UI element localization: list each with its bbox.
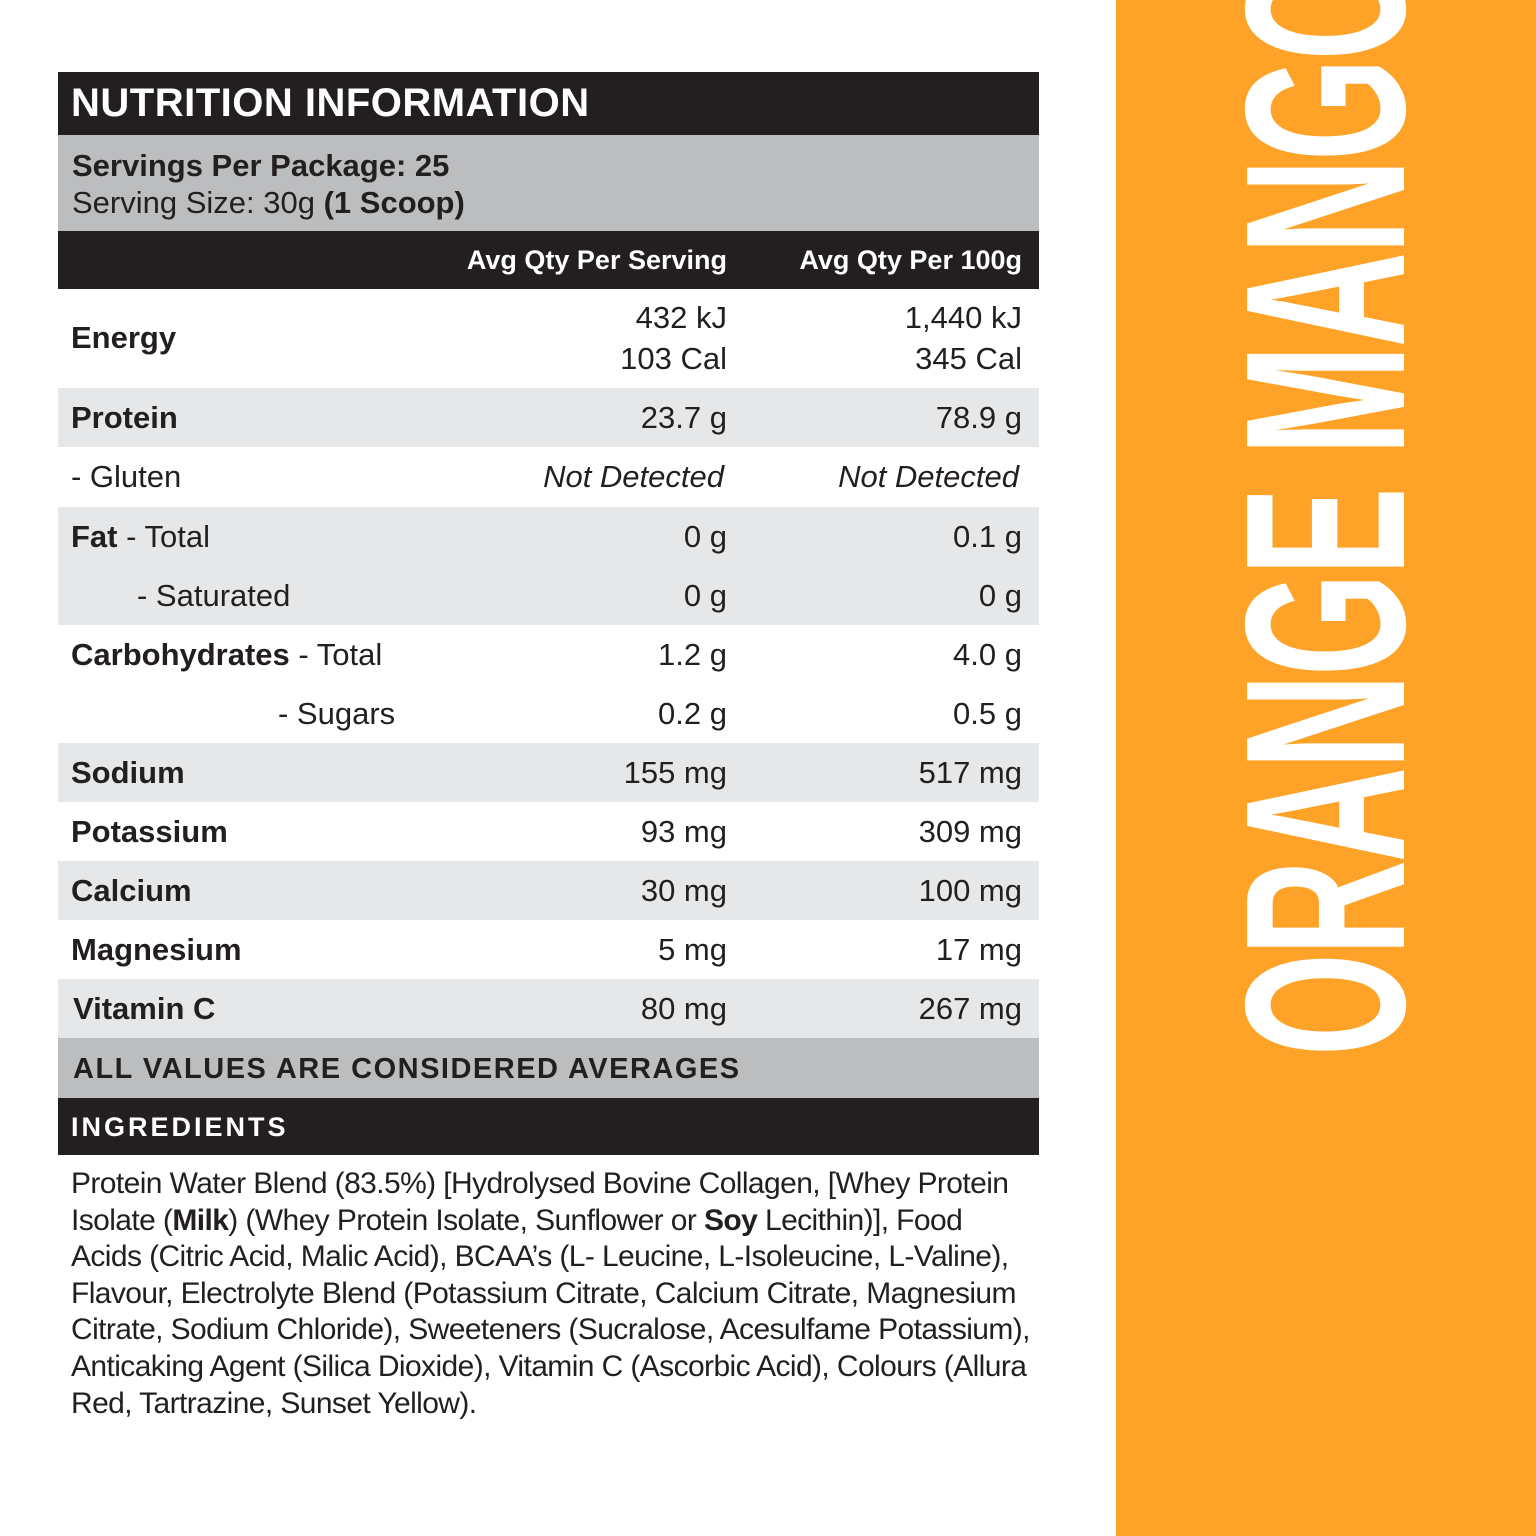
- per-100g-value: 309 mg: [918, 814, 1022, 849]
- per-serving-value: 23.7 g: [640, 400, 727, 435]
- carbs-suffix: - Total: [289, 637, 383, 672]
- nutrient-row-energy: Energy 432 kJ 103 Cal 1,440 kJ 345 Cal: [58, 289, 1039, 388]
- nutrient-label: Protein: [71, 400, 178, 435]
- column-header: Avg Qty Per Serving Avg Qty Per 100g: [58, 231, 1039, 289]
- per-serving-value: 0.2 g: [658, 696, 727, 731]
- per-serving-value: 0 g: [683, 578, 727, 613]
- nutrient-label: Calcium: [71, 873, 192, 908]
- per-100g-value: 1,440 kJ: [904, 300, 1022, 335]
- per-serving-value: 30 mg: [640, 873, 727, 908]
- ingredients-part: ) (Whey Protein Isolate, Sunflower or: [228, 1203, 705, 1237]
- ingredients-text: Protein Water Blend (83.5%) [Hydrolysed …: [71, 1166, 1031, 1422]
- serving-size: Serving Size: 30g (1 Scoop): [72, 184, 1025, 221]
- servings-per-package: Servings Per Package: 25: [72, 148, 450, 183]
- per-serving-value: 93 mg: [640, 814, 727, 849]
- col-per-100g: Avg Qty Per 100g: [799, 245, 1022, 275]
- per-serving-value: 5 mg: [658, 932, 727, 967]
- allergen-milk: Milk: [172, 1203, 229, 1237]
- nutrient-sublabel: - Saturated: [137, 578, 291, 613]
- nutrient-sublabel: - Sugars: [278, 696, 396, 731]
- per-serving-value: 432 kJ: [635, 300, 727, 335]
- nutrient-row-carbohydrates: Carbohydrates - Total 1.2 g 4.0 g - Suga…: [58, 625, 1039, 743]
- per-serving-value: 155 mg: [623, 755, 727, 790]
- per-100g-value: 345 Cal: [915, 341, 1022, 376]
- per-100g-value: 0 g: [978, 578, 1022, 613]
- nutrient-row-protein: Protein 23.7 g 78.9 g: [58, 388, 1039, 447]
- per-serving-value: 103 Cal: [620, 341, 727, 376]
- nutrient-label: Magnesium: [71, 932, 242, 967]
- ingredients-title: INGREDIENTS: [58, 1098, 1039, 1155]
- nutrient-row-magnesium: Magnesium 5 mg 17 mg: [58, 920, 1039, 979]
- nutrient-label: Energy: [71, 320, 177, 355]
- nutrient-row-calcium: Calcium 30 mg 100 mg: [58, 861, 1039, 920]
- col-per-serving: Avg Qty Per Serving: [466, 245, 727, 275]
- nutrition-panel: NUTRITION INFORMATION Servings Per Packa…: [58, 72, 1039, 1155]
- per-100g-value: 4.0 g: [953, 637, 1022, 672]
- flavour-name-text: ORANGE MANGO: [1199, 0, 1453, 1057]
- ingredients-part: Protein Water Blend (83.5%) [Hydrolysed …: [71, 1167, 1009, 1237]
- flavour-panel: [1116, 0, 1536, 1536]
- averages-note: ALL VALUES ARE CONSIDERED AVERAGES: [58, 1038, 1039, 1098]
- nutrient-row-gluten: - Gluten Not Detected Not Detected: [58, 447, 1039, 507]
- nutrient-row-fat: Fat - Total 0 g 0.1 g - Saturated 0 g 0 …: [58, 507, 1039, 625]
- per-100g-value: 0.1 g: [953, 519, 1022, 554]
- allergen-soy: Soy: [704, 1203, 758, 1237]
- per-serving-value: Not Detected: [543, 459, 724, 494]
- ingredients-part: Lecithin)], Food Acids (Citric Acid, Mal…: [71, 1203, 1030, 1420]
- nutrient-label: Potassium: [71, 814, 228, 849]
- nutrient-row-vitamin-c: Vitamin C 80 mg 267 mg: [58, 979, 1039, 1038]
- per-100g-value: 100 mg: [918, 873, 1022, 908]
- fat-suffix: - Total: [117, 519, 210, 554]
- per-100g-value: 0.5 g: [953, 696, 1022, 731]
- serving-info: Servings Per Package: 25 Serving Size: 3…: [58, 135, 1039, 231]
- per-100g-value: 78.9 g: [935, 400, 1022, 435]
- nutrition-title: NUTRITION INFORMATION: [58, 72, 1039, 135]
- per-serving-value: 80 mg: [640, 991, 727, 1026]
- serving-size-scoop: (1 Scoop): [323, 185, 465, 220]
- per-100g-value: 17 mg: [935, 932, 1022, 967]
- fat-label: Fat: [71, 519, 118, 554]
- per-100g-value: Not Detected: [838, 459, 1019, 494]
- per-100g-value: 267 mg: [918, 991, 1022, 1026]
- flavour-name: ORANGE MANGO: [1199, 0, 1453, 1453]
- nutrient-label: Sodium: [71, 755, 185, 790]
- per-serving-value: 1.2 g: [658, 637, 727, 672]
- nutrient-row-potassium: Potassium 93 mg 309 mg: [58, 802, 1039, 861]
- per-serving-value: 0 g: [683, 519, 727, 554]
- nutrient-label: - Gluten: [71, 459, 182, 494]
- nutrient-label: Fat - Total: [71, 517, 210, 557]
- per-100g-value: 517 mg: [918, 755, 1022, 790]
- nutrient-label: Carbohydrates - Total: [71, 635, 382, 675]
- nutrient-row-sodium: Sodium 155 mg 517 mg: [58, 743, 1039, 802]
- serving-size-text: Serving Size: 30g: [72, 185, 324, 220]
- nutrient-label: Vitamin C: [73, 991, 216, 1026]
- carbs-label: Carbohydrates: [71, 637, 290, 672]
